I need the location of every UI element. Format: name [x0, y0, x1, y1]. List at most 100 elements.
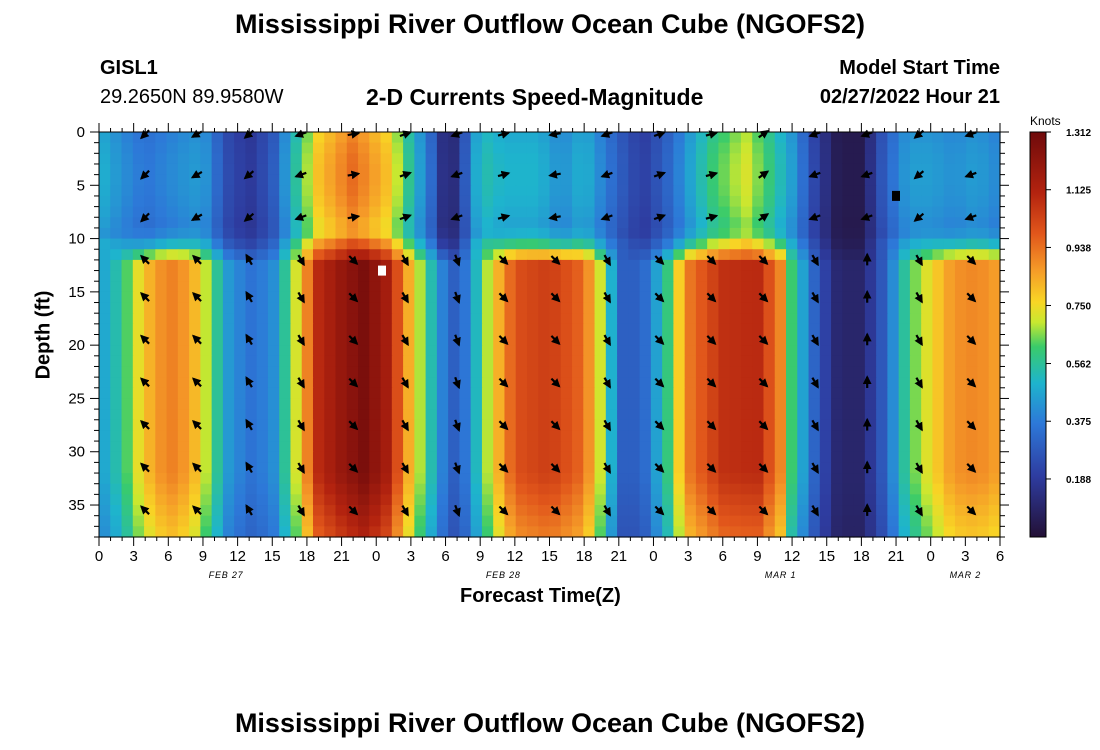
heatmap-cell: [504, 206, 517, 218]
heatmap-cell: [132, 462, 145, 474]
heatmap-cell: [267, 505, 280, 517]
heatmap-cell: [436, 334, 449, 346]
heatmap-cell: [560, 227, 573, 240]
heatmap-cell: [256, 206, 269, 218]
heatmap-cell: [358, 494, 370, 506]
heatmap-cell: [605, 238, 618, 250]
heatmap-cell: [312, 302, 325, 314]
heatmap-cell: [786, 217, 798, 229]
heatmap-cell: [763, 483, 776, 495]
heatmap-cell: [752, 206, 765, 218]
heatmap-cell: [572, 398, 584, 410]
heatmap-cell: [391, 302, 404, 314]
heatmap-cell: [436, 409, 449, 421]
heatmap-cell: [662, 419, 674, 432]
heatmap-cell: [662, 323, 674, 336]
heatmap-cell: [515, 515, 528, 527]
x-tick-label: 9: [476, 548, 484, 565]
heatmap-cell: [774, 185, 787, 197]
heatmap-cell: [560, 238, 573, 250]
heatmap-cell: [222, 377, 235, 389]
colorbar-tick-label: 0.375: [1066, 417, 1091, 428]
heatmap-cell: [583, 398, 596, 410]
heatmap-cell: [819, 313, 832, 325]
heatmap-cell: [909, 270, 922, 282]
heatmap-cell: [403, 281, 415, 293]
heatmap-cell: [245, 515, 258, 527]
heatmap-cell: [921, 281, 934, 293]
heatmap-cell: [493, 355, 506, 368]
heatmap-cell: [369, 270, 382, 282]
heatmap-cell: [887, 195, 900, 208]
heatmap-cell: [909, 398, 922, 410]
heatmap-cell: [470, 302, 483, 314]
heatmap-cell: [819, 377, 832, 389]
heatmap-cell: [921, 505, 934, 517]
heatmap-cell: [211, 345, 224, 357]
heatmap-cell: [549, 430, 562, 442]
heatmap-cell: [526, 291, 539, 304]
heatmap-cell: [909, 441, 922, 453]
heatmap-cell: [335, 238, 348, 250]
heatmap-cell: [864, 227, 877, 240]
heatmap-cell: [842, 419, 855, 432]
heatmap-cell: [256, 526, 269, 538]
heatmap-cell: [740, 366, 753, 378]
heatmap-cell: [831, 451, 843, 463]
heatmap-cell: [448, 409, 460, 421]
heatmap-cell: [301, 398, 314, 410]
heatmap-cell: [470, 313, 483, 325]
heatmap-cell: [673, 323, 686, 336]
heatmap-cell: [99, 473, 111, 485]
heatmap-cell: [786, 227, 798, 240]
heatmap-cell: [515, 323, 528, 336]
heatmap-cell: [391, 345, 404, 357]
heatmap-cell: [605, 206, 618, 218]
heatmap-cell: [391, 462, 404, 474]
heatmap-cell: [763, 387, 776, 400]
heatmap-cell: [921, 302, 934, 314]
heatmap-cell: [740, 483, 753, 495]
heatmap-cell: [189, 441, 201, 453]
heatmap-cell: [583, 462, 596, 474]
heatmap-cell: [515, 249, 528, 261]
heatmap-cell: [414, 515, 427, 527]
heatmap-cell: [526, 227, 539, 240]
heatmap-cell: [358, 206, 370, 218]
heatmap-cell: [425, 419, 438, 432]
heatmap-cell: [211, 238, 224, 250]
heatmap-cell: [752, 334, 765, 346]
heatmap-cell: [763, 515, 776, 527]
heatmap-cell: [493, 238, 506, 250]
heatmap-cell: [966, 217, 979, 229]
heatmap-cell: [639, 323, 652, 336]
heatmap-cell: [267, 238, 280, 250]
heatmap-cell: [132, 451, 145, 463]
heatmap-cell: [954, 259, 967, 272]
heatmap-cell: [166, 291, 179, 304]
heatmap-cell: [921, 430, 934, 442]
heatmap-cell: [808, 515, 821, 527]
heatmap-cell: [808, 366, 821, 378]
heatmap-cell: [819, 302, 832, 314]
heatmap-cell: [324, 334, 337, 346]
heatmap-cell: [481, 345, 494, 357]
heatmap-cell: [121, 473, 134, 485]
heatmap-cell: [211, 494, 224, 506]
heatmap-cell: [369, 494, 382, 506]
heatmap-cell: [538, 270, 551, 282]
heatmap-cell: [695, 238, 708, 250]
heatmap-cell: [786, 377, 798, 389]
heatmap-cell: [526, 483, 539, 495]
heatmap-cell: [335, 281, 348, 293]
heatmap-cell: [132, 494, 145, 506]
heatmap-cell: [943, 387, 956, 400]
heatmap-cell: [864, 451, 877, 463]
heatmap-cell: [380, 142, 393, 154]
heatmap-cell: [628, 505, 641, 517]
heatmap-cell: [121, 323, 134, 336]
heatmap-cell: [853, 313, 866, 325]
heatmap-cell: [526, 345, 539, 357]
current-vector-arrow: [140, 505, 150, 515]
heatmap-cell: [358, 377, 370, 389]
